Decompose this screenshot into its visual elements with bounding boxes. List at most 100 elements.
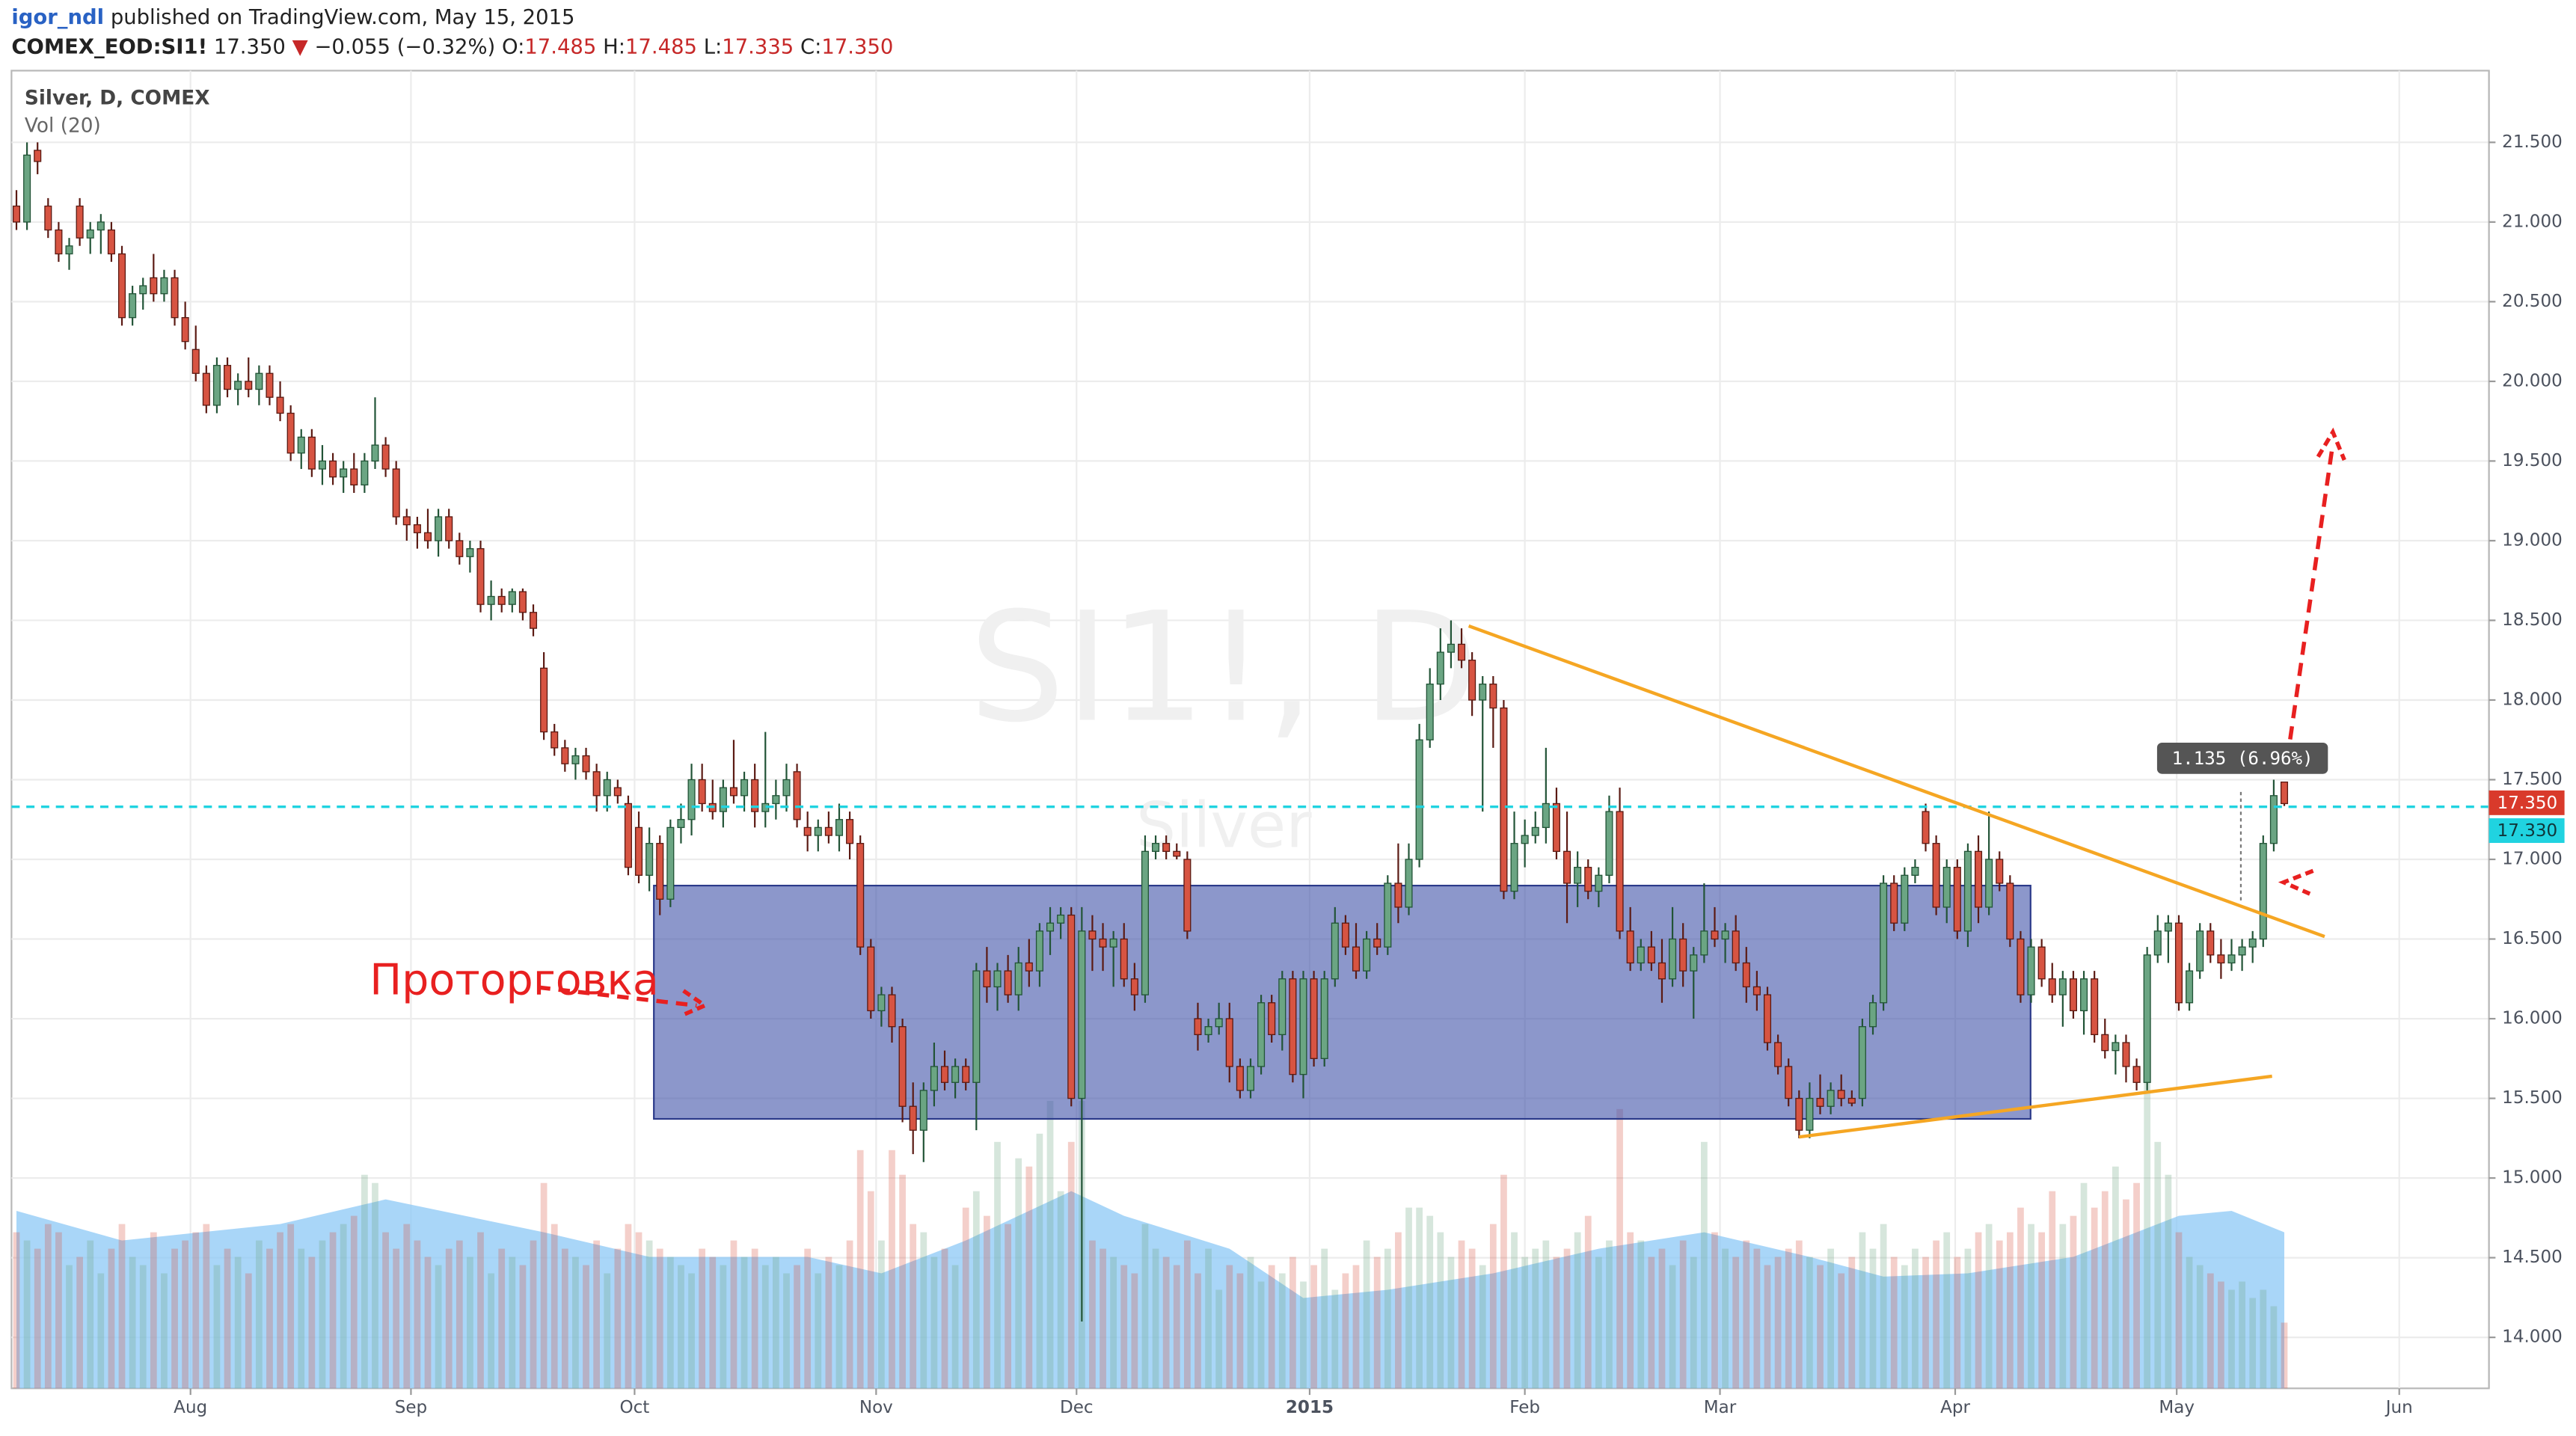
last: 17.350 bbox=[214, 35, 286, 58]
x-tick-label: Dec bbox=[1060, 1398, 1094, 1417]
volume-bar bbox=[1869, 1248, 1877, 1389]
candle-body bbox=[76, 205, 84, 239]
volume-bar bbox=[583, 1265, 589, 1389]
volume-bar bbox=[1753, 1248, 1761, 1389]
candle-body bbox=[835, 819, 844, 836]
legend: Silver, D, COMEX Vol (20) bbox=[25, 87, 210, 137]
candle-body bbox=[2048, 978, 2056, 995]
volume-bar bbox=[1912, 1248, 1919, 1389]
volume-bar bbox=[530, 1240, 537, 1389]
volume-bar bbox=[899, 1174, 906, 1389]
candle-body bbox=[255, 372, 263, 390]
candle-body bbox=[1795, 1097, 1803, 1131]
candle-body bbox=[2227, 954, 2236, 964]
author[interactable]: igor_ndl bbox=[11, 6, 104, 29]
volume-bar bbox=[1574, 1232, 1581, 1389]
candle-body bbox=[677, 819, 685, 829]
candle-body bbox=[1268, 1002, 1276, 1036]
volume-bar bbox=[1384, 1248, 1391, 1389]
volume-bar bbox=[2038, 1232, 2046, 1389]
volume-bar bbox=[1310, 1265, 1317, 1389]
candle-body bbox=[86, 229, 94, 239]
volume-bar bbox=[435, 1265, 442, 1389]
volume-bar bbox=[783, 1273, 790, 1389]
candle-body bbox=[234, 381, 242, 390]
candle-body bbox=[297, 436, 305, 454]
candle-body bbox=[1742, 962, 1750, 988]
volume-bar bbox=[1648, 1256, 1655, 1389]
candle-body bbox=[2238, 946, 2246, 956]
candle-body bbox=[2132, 1066, 2141, 1083]
candle-body bbox=[1384, 883, 1392, 948]
change: −0.055 (−0.32%) bbox=[314, 35, 495, 58]
candle-body bbox=[1394, 883, 1402, 908]
candle-body bbox=[1299, 978, 1307, 1076]
volume-bar bbox=[361, 1174, 368, 1389]
range-label: Проторговка bbox=[369, 955, 659, 1004]
candles bbox=[12, 142, 2289, 1322]
candle-body bbox=[1911, 866, 1919, 876]
volume-bar bbox=[1954, 1256, 1961, 1389]
volume-bar bbox=[867, 1191, 874, 1389]
candle-body bbox=[1078, 930, 1086, 1099]
small-arrow bbox=[2278, 868, 2314, 896]
volume-bar bbox=[941, 1248, 948, 1389]
volume-bar bbox=[2218, 1281, 2224, 1389]
candle-body bbox=[1669, 938, 1677, 980]
volume-bar bbox=[1447, 1256, 1455, 1389]
volume-bar bbox=[1458, 1240, 1465, 1389]
candle-body bbox=[1847, 1097, 1856, 1104]
volume-bar bbox=[34, 1248, 41, 1389]
line-price-label: 17.330 bbox=[2497, 821, 2558, 841]
candle-body bbox=[1732, 930, 1740, 964]
candle-body bbox=[1975, 850, 1983, 908]
candle-body bbox=[1774, 1042, 1782, 1067]
volume-bar bbox=[2059, 1224, 2067, 1389]
volume-bar bbox=[984, 1215, 990, 1389]
volume-bar bbox=[1795, 1240, 1803, 1389]
down-arrow: ▼ bbox=[292, 35, 309, 58]
volume-bar bbox=[1236, 1273, 1244, 1389]
volume-bar bbox=[1025, 1166, 1033, 1389]
x-tick-label: Nov bbox=[859, 1398, 893, 1417]
candle-body bbox=[1373, 938, 1381, 948]
candle-body bbox=[1858, 1026, 1866, 1099]
l-value: 17.335 bbox=[722, 35, 794, 58]
volume-bar bbox=[2070, 1215, 2077, 1389]
candle-body bbox=[1711, 930, 1719, 940]
h-value: 17.485 bbox=[625, 35, 697, 58]
candle-body bbox=[1657, 962, 1666, 980]
volume-bar bbox=[424, 1256, 432, 1389]
candle-body bbox=[1183, 859, 1192, 932]
candle-body bbox=[571, 755, 580, 764]
volume-bar bbox=[794, 1265, 800, 1389]
candle-body bbox=[951, 1066, 960, 1083]
candle-body bbox=[930, 1066, 938, 1091]
volume-bar bbox=[1183, 1240, 1191, 1389]
candle-body bbox=[919, 1090, 927, 1131]
candle-body bbox=[435, 516, 443, 541]
volume-bar bbox=[298, 1248, 305, 1389]
candle-body bbox=[381, 444, 390, 470]
candle-body bbox=[1890, 883, 1898, 924]
volume-bar bbox=[245, 1273, 252, 1389]
o-value: 17.485 bbox=[524, 35, 596, 58]
candle-body bbox=[1595, 874, 1603, 892]
volume-bar bbox=[1100, 1248, 1106, 1389]
candle-body bbox=[2280, 782, 2289, 805]
volume-bar bbox=[55, 1232, 62, 1389]
arrow-head bbox=[681, 989, 709, 1018]
candle-body bbox=[2153, 930, 2162, 956]
volume-bar bbox=[1553, 1256, 1560, 1389]
candle-body bbox=[1204, 1026, 1212, 1036]
candle-body bbox=[582, 755, 590, 773]
trend-line-upper bbox=[1468, 624, 2325, 939]
candle-body bbox=[1616, 811, 1624, 932]
candle-body bbox=[1035, 930, 1043, 972]
candle-body bbox=[1130, 978, 1138, 995]
x-tick-label: Apr bbox=[1940, 1398, 1970, 1417]
candle-body bbox=[340, 468, 348, 478]
watermark-symbol: SI1!, D bbox=[969, 579, 1479, 755]
candle-body bbox=[1331, 922, 1339, 980]
